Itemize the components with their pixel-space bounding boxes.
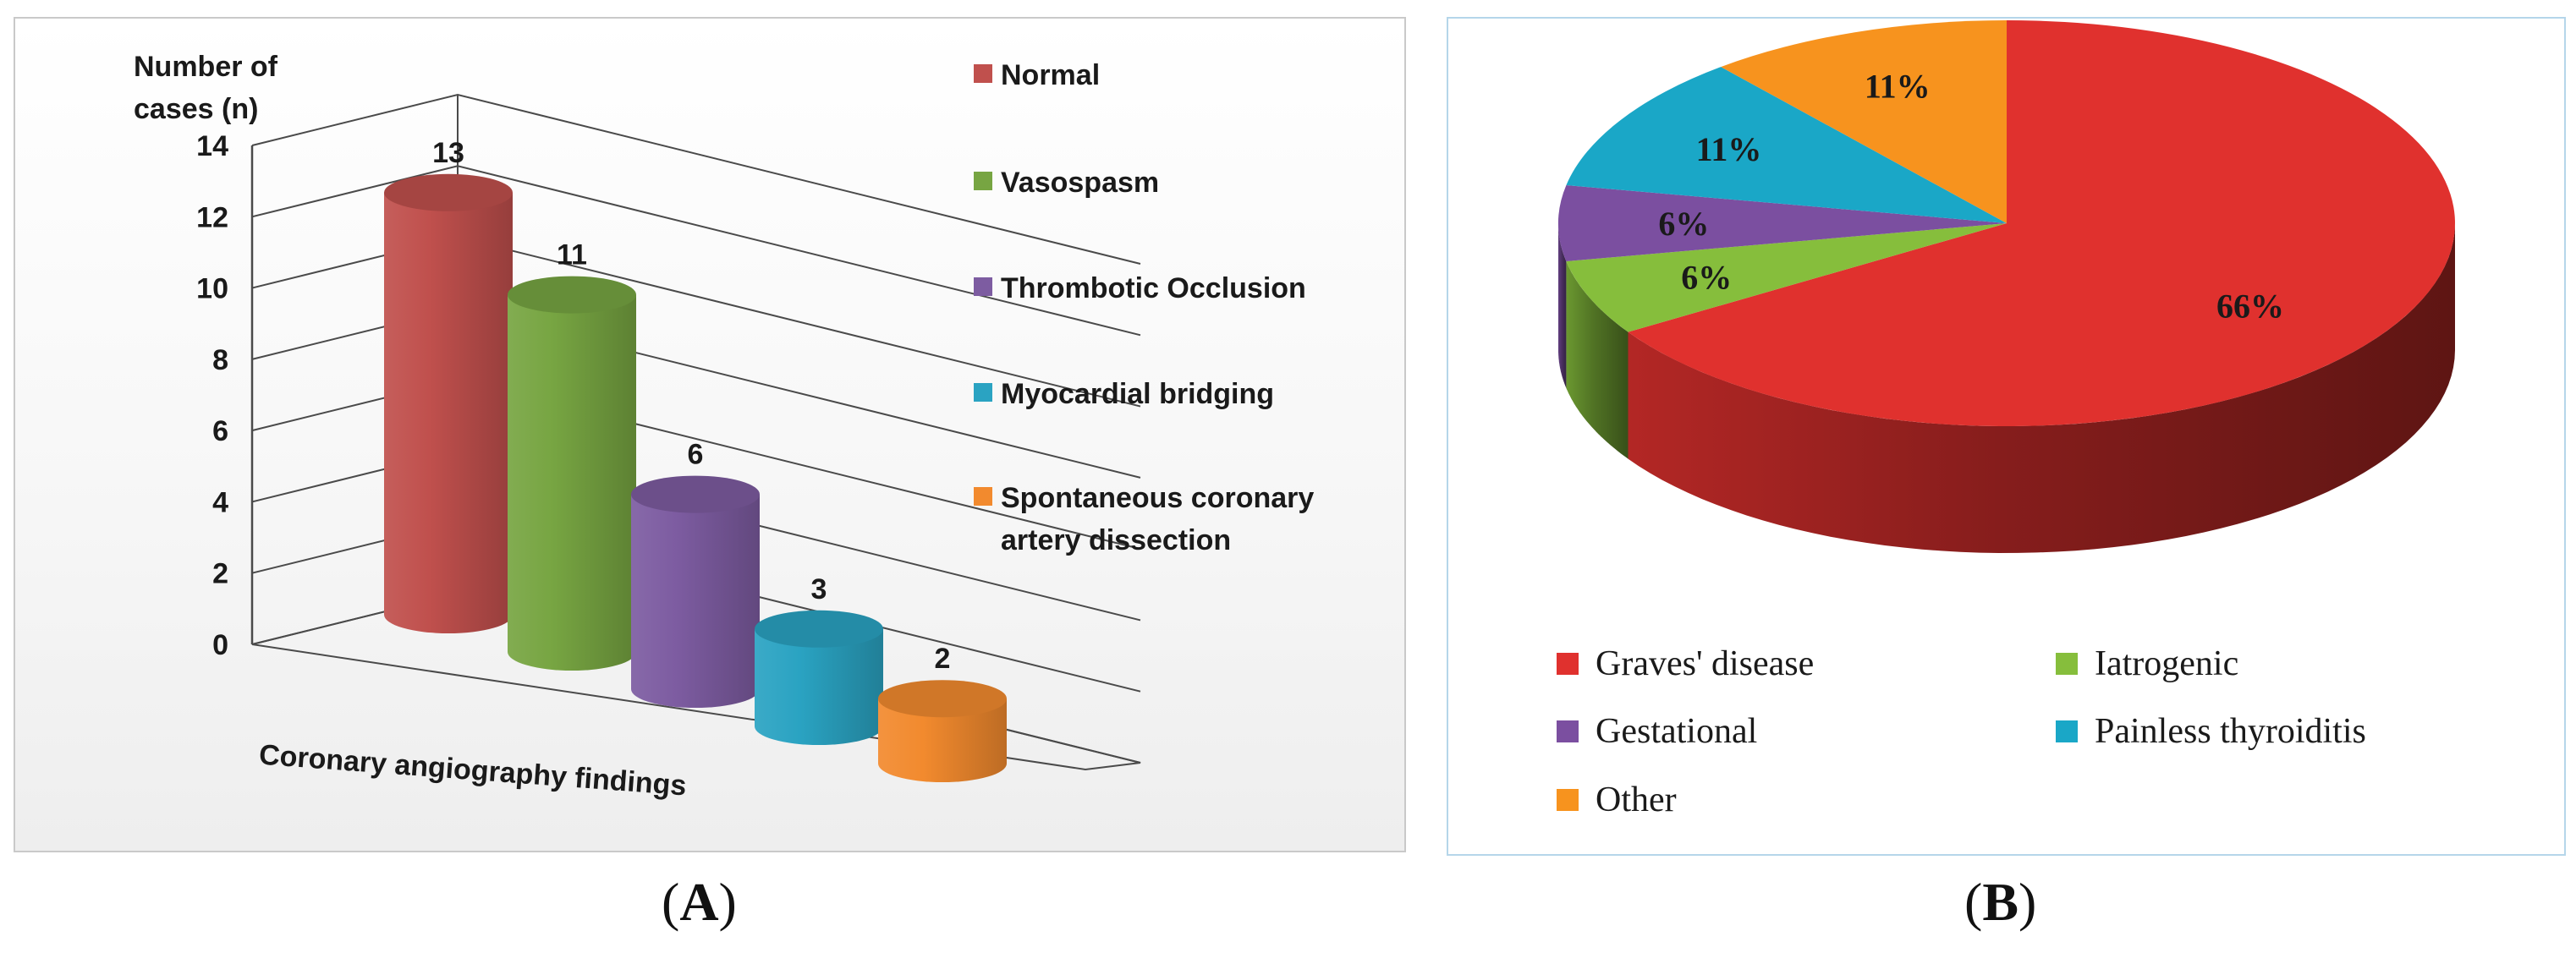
bar-top (508, 276, 636, 314)
pie-slice-graves-disease (1628, 20, 2455, 426)
bar-top (755, 610, 883, 648)
caption-a: (A) (662, 872, 737, 932)
legend-item: Thrombotic Occlusion (974, 272, 1306, 304)
caption-b-letter: B (1982, 872, 2019, 932)
panel-a-bar-chart: 0 2 4 6 8 10 12 14 Number of cases (n) Coronary an… (14, 17, 1406, 852)
bar-normal: 13 (384, 137, 513, 634)
bar-top (878, 680, 1007, 718)
y-tick-label: 10 (196, 273, 228, 305)
pie-slice-side (1558, 223, 1567, 388)
y-axis-title: Number of (134, 51, 278, 83)
y-tick-label: 12 (196, 201, 228, 233)
legend-swatch (974, 172, 992, 190)
legend-label: Iatrogenic (2095, 644, 2238, 683)
pie-data-label: 6% (1681, 259, 1732, 297)
bar-body (384, 192, 513, 634)
x-axis-title: Coronary angiography findings (258, 739, 688, 802)
bar-body (631, 494, 760, 708)
y-tick-label: 2 (212, 558, 228, 590)
bar-data-label: 3 (811, 573, 827, 605)
caption-b: (B) (1964, 872, 2037, 932)
bar-body (508, 294, 636, 671)
caption-a-letter: A (679, 872, 719, 932)
legend-item: Myocardial bridging (974, 378, 1274, 410)
legend-item: Normal (974, 59, 1100, 91)
legend-swatch (1557, 789, 1579, 811)
legend-swatch (974, 383, 992, 402)
pie-data-label: 6% (1658, 205, 1709, 243)
pie-slice-painless-thyroiditis (1566, 67, 2007, 223)
legend-item: Spontaneous coronary artery dissection (974, 482, 1314, 556)
pie-slice-side (1566, 261, 1629, 459)
pie-data-label: 66% (2216, 288, 2284, 326)
legend-label: Vasospasm (1001, 167, 1159, 199)
legend-item: Gestational (1557, 712, 1757, 751)
legend-item: Other (1557, 780, 1677, 819)
bar-body (878, 698, 1007, 782)
bar-data-label: 2 (935, 643, 951, 675)
bar-body (755, 628, 883, 745)
y-tick-label: 4 (212, 486, 228, 518)
bar-chart-svg: 0 2 4 6 8 10 12 14 Number of cases (n) Coronary an… (134, 51, 1314, 802)
y-tick-label: 0 (212, 629, 228, 661)
pie-data-label: 11% (1696, 130, 1762, 168)
bar-top (384, 173, 513, 211)
legend-swatch (1557, 720, 1579, 742)
legend-swatch (974, 277, 992, 296)
legend-item: Graves' disease (1557, 644, 1814, 683)
y-tick-label: 8 (212, 344, 228, 376)
bar-thrombotic-occlusion: 6 (631, 439, 760, 708)
pie-slice-gestational (1558, 185, 2007, 261)
legend-item: Painless thyroiditis (2056, 712, 2366, 751)
legend-swatch (974, 64, 992, 83)
y-tick-label: 6 (212, 415, 228, 447)
legend-label: Gestational (1596, 712, 1757, 751)
legend-item: Iatrogenic (2056, 644, 2238, 683)
pie-chart-svg: 66% 6% 6% 11% 11% Graves' disease Iatrogenic Ge… (1557, 20, 2455, 819)
bar-top (631, 475, 760, 513)
legend-swatch (1557, 653, 1579, 675)
pie-slice-other (1721, 20, 2007, 223)
y-axis-title: cases (n) (134, 93, 258, 125)
bar-data-label: 6 (688, 439, 704, 471)
legend-item: Vasospasm (974, 167, 1159, 199)
legend-label: Myocardial bridging (1001, 378, 1274, 410)
legend-swatch (974, 487, 992, 506)
legend-label: Other (1596, 780, 1677, 819)
legend-label: Spontaneous coronary (1001, 482, 1314, 514)
bar-data-label: 11 (557, 239, 587, 271)
pie-slice-iatrogenic (1566, 223, 2007, 332)
legend-label: artery dissection (1001, 524, 1231, 556)
bar-myocardial-bridging: 3 (755, 573, 883, 745)
pie-data-label: 11% (1865, 67, 1931, 105)
legend-label: Graves' disease (1596, 644, 1814, 683)
legend-label: Painless thyroiditis (2095, 712, 2366, 751)
pie-slice-side (1628, 223, 2455, 553)
legend-label: Thrombotic Occlusion (1001, 272, 1306, 304)
legend-label: Normal (1001, 59, 1100, 91)
legend-swatch (2056, 653, 2078, 675)
bar-spontaneous-coronary-artery-dissection: 2 (878, 643, 1007, 782)
bar-vasospasm: 11 (508, 239, 636, 671)
bar-data-label: 13 (432, 137, 464, 169)
panel-b-pie-chart: 66% 6% 6% 11% 11% Graves' disease Iatrogenic Ge… (1447, 17, 2566, 856)
legend-swatch (2056, 720, 2078, 742)
y-tick-label: 14 (196, 130, 228, 162)
